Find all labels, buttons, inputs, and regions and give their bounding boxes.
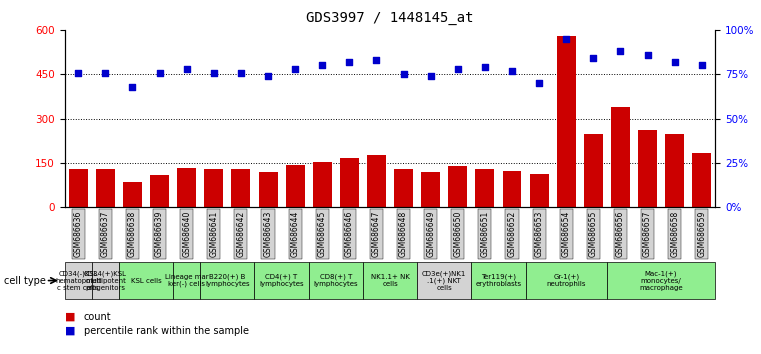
Text: GSM686637: GSM686637 bbox=[101, 211, 110, 257]
Bar bbox=[584, 134, 603, 207]
Text: cell type: cell type bbox=[4, 275, 46, 286]
Text: KSL cells: KSL cells bbox=[131, 278, 161, 284]
Point bbox=[669, 59, 681, 65]
Point bbox=[425, 73, 437, 79]
Bar bbox=[285, 165, 304, 207]
Text: CD4(+) T
lymphocytes: CD4(+) T lymphocytes bbox=[260, 274, 304, 287]
Point bbox=[560, 36, 572, 42]
Text: GSM686641: GSM686641 bbox=[209, 211, 218, 257]
Text: GSM686654: GSM686654 bbox=[562, 211, 571, 257]
Point bbox=[235, 70, 247, 75]
Point bbox=[72, 70, 84, 75]
Bar bbox=[313, 162, 332, 207]
Text: GSM686655: GSM686655 bbox=[589, 211, 598, 257]
Text: GSM686649: GSM686649 bbox=[426, 211, 435, 257]
Text: GSM686642: GSM686642 bbox=[237, 211, 245, 257]
Bar bbox=[123, 182, 142, 207]
Bar bbox=[177, 168, 196, 207]
Bar bbox=[259, 172, 278, 207]
Text: GSM686644: GSM686644 bbox=[291, 211, 300, 257]
Bar bbox=[693, 153, 712, 207]
Text: GSM686646: GSM686646 bbox=[345, 211, 354, 257]
Text: GSM686650: GSM686650 bbox=[454, 211, 462, 257]
Text: GSM686636: GSM686636 bbox=[74, 211, 83, 257]
Bar bbox=[231, 169, 250, 207]
Point bbox=[343, 59, 355, 65]
Text: CD34(+)KSL
multipotent
progenitors: CD34(+)KSL multipotent progenitors bbox=[84, 270, 127, 291]
Bar bbox=[367, 155, 386, 207]
Point bbox=[479, 64, 491, 70]
Text: B220(+) B
lymphocytes: B220(+) B lymphocytes bbox=[205, 274, 250, 287]
Text: Gr-1(+)
neutrophils: Gr-1(+) neutrophils bbox=[546, 274, 586, 287]
Text: GSM686659: GSM686659 bbox=[697, 211, 706, 257]
Bar bbox=[502, 171, 521, 207]
Text: ■: ■ bbox=[65, 326, 75, 336]
Point bbox=[506, 68, 518, 74]
Point bbox=[696, 63, 708, 68]
Text: CD8(+) T
lymphocytes: CD8(+) T lymphocytes bbox=[314, 274, 358, 287]
Text: Mac-1(+)
monocytes/
macrophage: Mac-1(+) monocytes/ macrophage bbox=[639, 270, 683, 291]
Bar bbox=[611, 107, 630, 207]
Point bbox=[397, 72, 409, 77]
Bar bbox=[530, 174, 549, 207]
Text: GSM686645: GSM686645 bbox=[318, 211, 326, 257]
Point bbox=[371, 57, 383, 63]
Text: GSM686640: GSM686640 bbox=[182, 211, 191, 257]
Text: GSM686652: GSM686652 bbox=[508, 211, 517, 257]
Bar bbox=[421, 172, 440, 207]
Point bbox=[587, 56, 600, 61]
Point bbox=[642, 52, 654, 58]
Bar bbox=[394, 169, 413, 207]
Point bbox=[180, 66, 193, 72]
Point bbox=[452, 66, 464, 72]
Bar bbox=[68, 169, 88, 207]
Text: GDS3997 / 1448145_at: GDS3997 / 1448145_at bbox=[306, 11, 474, 25]
Point bbox=[208, 70, 220, 75]
Bar bbox=[340, 158, 359, 207]
Text: GSM686639: GSM686639 bbox=[155, 211, 164, 257]
Text: count: count bbox=[84, 312, 111, 322]
Text: CD34(-)KSL
hematopoieti
c stem cells: CD34(-)KSL hematopoieti c stem cells bbox=[55, 270, 101, 291]
Bar bbox=[448, 166, 467, 207]
Point bbox=[99, 70, 111, 75]
Text: Ter119(+)
erythroblasts: Ter119(+) erythroblasts bbox=[476, 274, 521, 287]
Text: GSM686647: GSM686647 bbox=[372, 211, 381, 257]
Text: GSM686638: GSM686638 bbox=[128, 211, 137, 257]
Text: GSM686657: GSM686657 bbox=[643, 211, 652, 257]
Text: GSM686656: GSM686656 bbox=[616, 211, 625, 257]
Point bbox=[126, 84, 139, 90]
Bar bbox=[665, 134, 684, 207]
Bar bbox=[96, 169, 115, 207]
Text: ■: ■ bbox=[65, 312, 75, 322]
Text: Lineage mar
ker(-) cells: Lineage mar ker(-) cells bbox=[165, 274, 209, 287]
Point bbox=[289, 66, 301, 72]
Point bbox=[614, 48, 626, 54]
Point bbox=[262, 73, 274, 79]
Bar bbox=[150, 175, 169, 207]
Bar bbox=[204, 169, 223, 207]
Point bbox=[533, 80, 545, 86]
Text: GSM686648: GSM686648 bbox=[399, 211, 408, 257]
Bar bbox=[638, 130, 657, 207]
Text: NK1.1+ NK
cells: NK1.1+ NK cells bbox=[371, 274, 409, 287]
Bar bbox=[557, 36, 576, 207]
Point bbox=[316, 63, 328, 68]
Text: CD3e(+)NK1
.1(+) NKT
cells: CD3e(+)NK1 .1(+) NKT cells bbox=[422, 270, 466, 291]
Text: GSM686651: GSM686651 bbox=[480, 211, 489, 257]
Text: percentile rank within the sample: percentile rank within the sample bbox=[84, 326, 249, 336]
Text: GSM686643: GSM686643 bbox=[263, 211, 272, 257]
Text: GSM686653: GSM686653 bbox=[535, 211, 543, 257]
Text: GSM686658: GSM686658 bbox=[670, 211, 679, 257]
Point bbox=[154, 70, 166, 75]
Bar bbox=[476, 169, 495, 207]
